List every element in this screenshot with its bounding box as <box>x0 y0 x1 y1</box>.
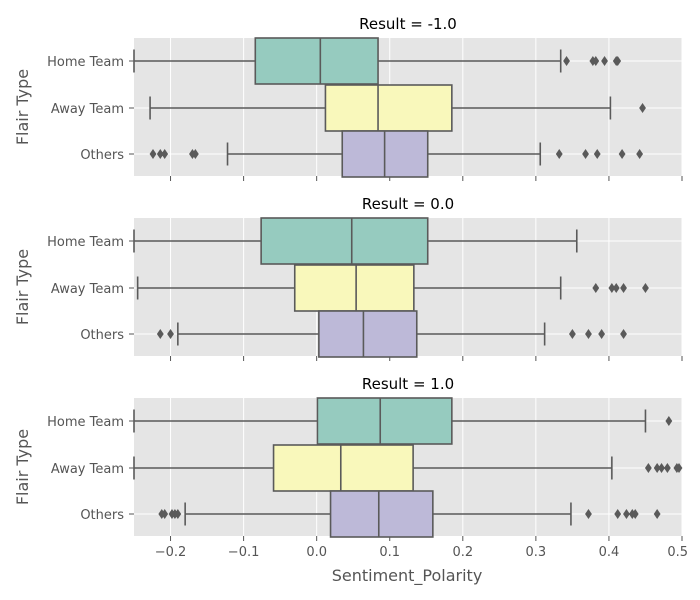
panel-1: Home Team Away Team Others Result = -1.0 Fla… <box>13 15 683 181</box>
outlier-point <box>665 416 673 426</box>
y-tick-label-home-team: Home Team <box>47 235 124 250</box>
iqr-box <box>260 217 429 265</box>
panel-title: Result = 1.0 <box>362 375 454 393</box>
outlier-point <box>623 509 630 519</box>
x-tick-label: 0.0 <box>306 545 327 560</box>
outlier-point <box>639 103 646 113</box>
x-tick-labels: −0.2 −0.1 0.0 0.1 0.2 0.3 0.4 0.5 <box>155 545 688 560</box>
box-home-team <box>133 37 622 85</box>
y-tick-label-home-team: Home Team <box>47 55 124 70</box>
y-tick-label-others: Others <box>80 508 124 523</box>
outlier-point <box>618 149 626 159</box>
outlier-point <box>156 149 164 159</box>
y-axis-label: Flair Type <box>13 429 32 505</box>
panel-2: Home Team Away Team Others Result = 0.0 Flai… <box>13 195 683 361</box>
iqr-box <box>318 310 418 358</box>
y-tick-label-others: Others <box>80 148 124 163</box>
y-axis-label: Flair Type <box>13 249 32 325</box>
outlier-point <box>592 56 600 66</box>
x-tick-label: 0.3 <box>526 545 547 560</box>
outlier-point <box>598 329 606 339</box>
outlier-point <box>614 509 622 519</box>
iqr-box <box>324 84 453 132</box>
outlier-point <box>601 56 608 66</box>
outlier-point <box>612 283 620 293</box>
outlier-point <box>642 283 649 293</box>
iqr-box <box>316 397 453 445</box>
outlier-point <box>149 149 157 159</box>
outlier-point <box>653 463 661 473</box>
y-tick-label-away-team: Away Team <box>51 282 124 297</box>
y-tick-label-away-team: Away Team <box>51 462 124 477</box>
outlier-point <box>161 509 169 519</box>
outlier-point <box>582 149 589 159</box>
outlier-point <box>191 149 199 159</box>
box-others <box>156 310 627 358</box>
outlier-point <box>653 509 661 519</box>
y-tick-label-others: Others <box>80 328 124 343</box>
x-axis-label: Sentiment_Polarity <box>332 566 483 586</box>
box-away-team <box>136 264 649 312</box>
iqr-box <box>293 264 415 312</box>
panel-title: Result = 0.0 <box>362 195 454 213</box>
panel-title: Result = -1.0 <box>359 15 457 33</box>
y-tick-label-home-team: Home Team <box>47 415 124 430</box>
x-tick-label: −0.1 <box>228 545 260 560</box>
outlier-point <box>174 509 182 519</box>
outlier-point <box>555 149 563 159</box>
outlier-point <box>675 463 683 473</box>
panels: Home Team Away Team Others Result = -1.0 Fla… <box>13 15 688 560</box>
box-others <box>149 130 644 178</box>
outlier-point <box>593 149 601 159</box>
outlier-point <box>569 329 576 339</box>
x-tick-label: 0.1 <box>379 545 400 560</box>
outlier-point <box>644 463 652 473</box>
box-home-team <box>133 397 673 445</box>
x-tick-label: 0.4 <box>599 545 620 560</box>
outlier-point <box>592 283 600 293</box>
outlier-point <box>636 149 644 159</box>
outlier-point <box>658 463 665 473</box>
outlier-point <box>608 283 616 293</box>
outlier-point <box>585 329 592 339</box>
x-tick-label: 0.5 <box>667 545 688 560</box>
x-tick-label: 0.2 <box>452 545 473 560</box>
outlier-point <box>620 283 627 293</box>
iqr-box <box>254 37 379 85</box>
outlier-point <box>614 56 622 66</box>
box-others <box>158 490 661 538</box>
y-axis-label: Flair Type <box>13 69 32 145</box>
outlier-point <box>631 509 639 519</box>
iqr-box <box>329 490 434 538</box>
x-tick-label: −0.2 <box>155 545 187 560</box>
box-away-team <box>133 444 683 492</box>
outlier-point <box>161 149 169 159</box>
panel-3: Home Team Away Team Others Result = 1.0 Flai… <box>13 375 683 541</box>
iqr-box <box>272 444 414 492</box>
y-tick-label-away-team: Away Team <box>51 102 124 117</box>
outlier-point <box>156 329 164 339</box>
outlier-point <box>620 329 627 339</box>
box-home-team <box>133 217 578 265</box>
outlier-point <box>663 463 671 473</box>
outlier-point <box>563 56 570 66</box>
outlier-point <box>585 509 592 519</box>
box-away-team <box>149 84 646 132</box>
outlier-point <box>167 329 174 339</box>
